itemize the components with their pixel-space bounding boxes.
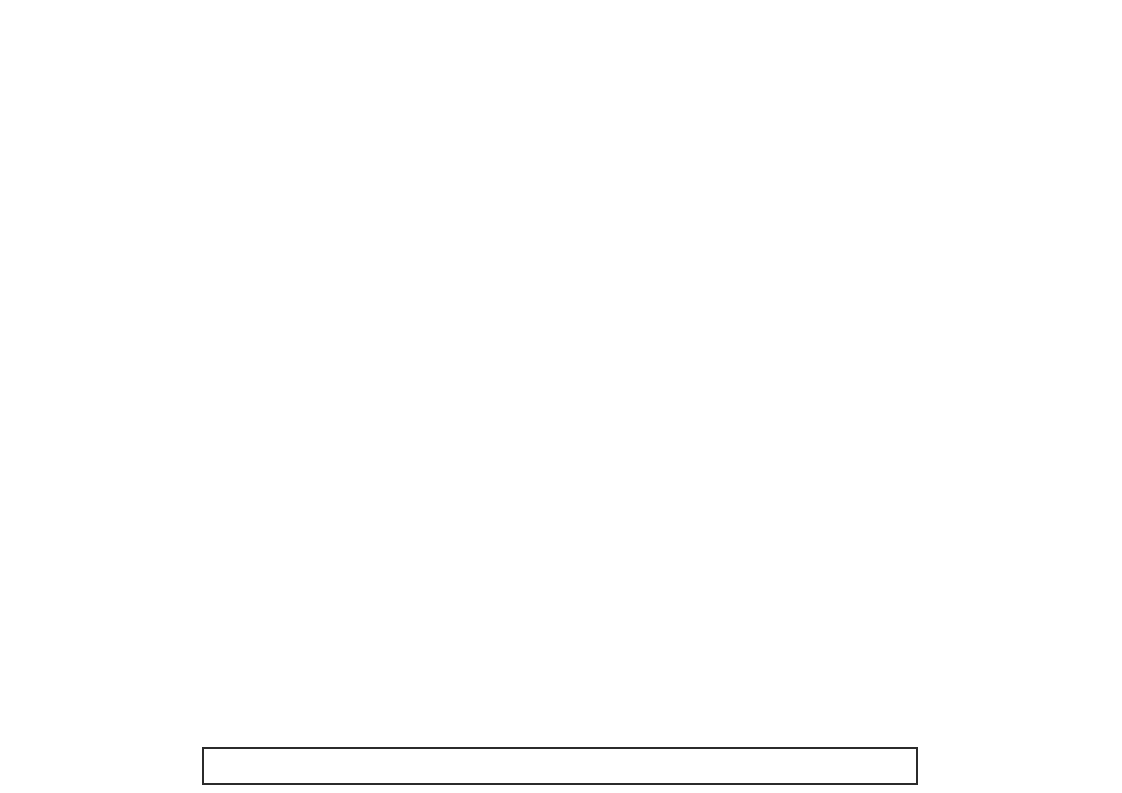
legend <box>202 747 918 785</box>
